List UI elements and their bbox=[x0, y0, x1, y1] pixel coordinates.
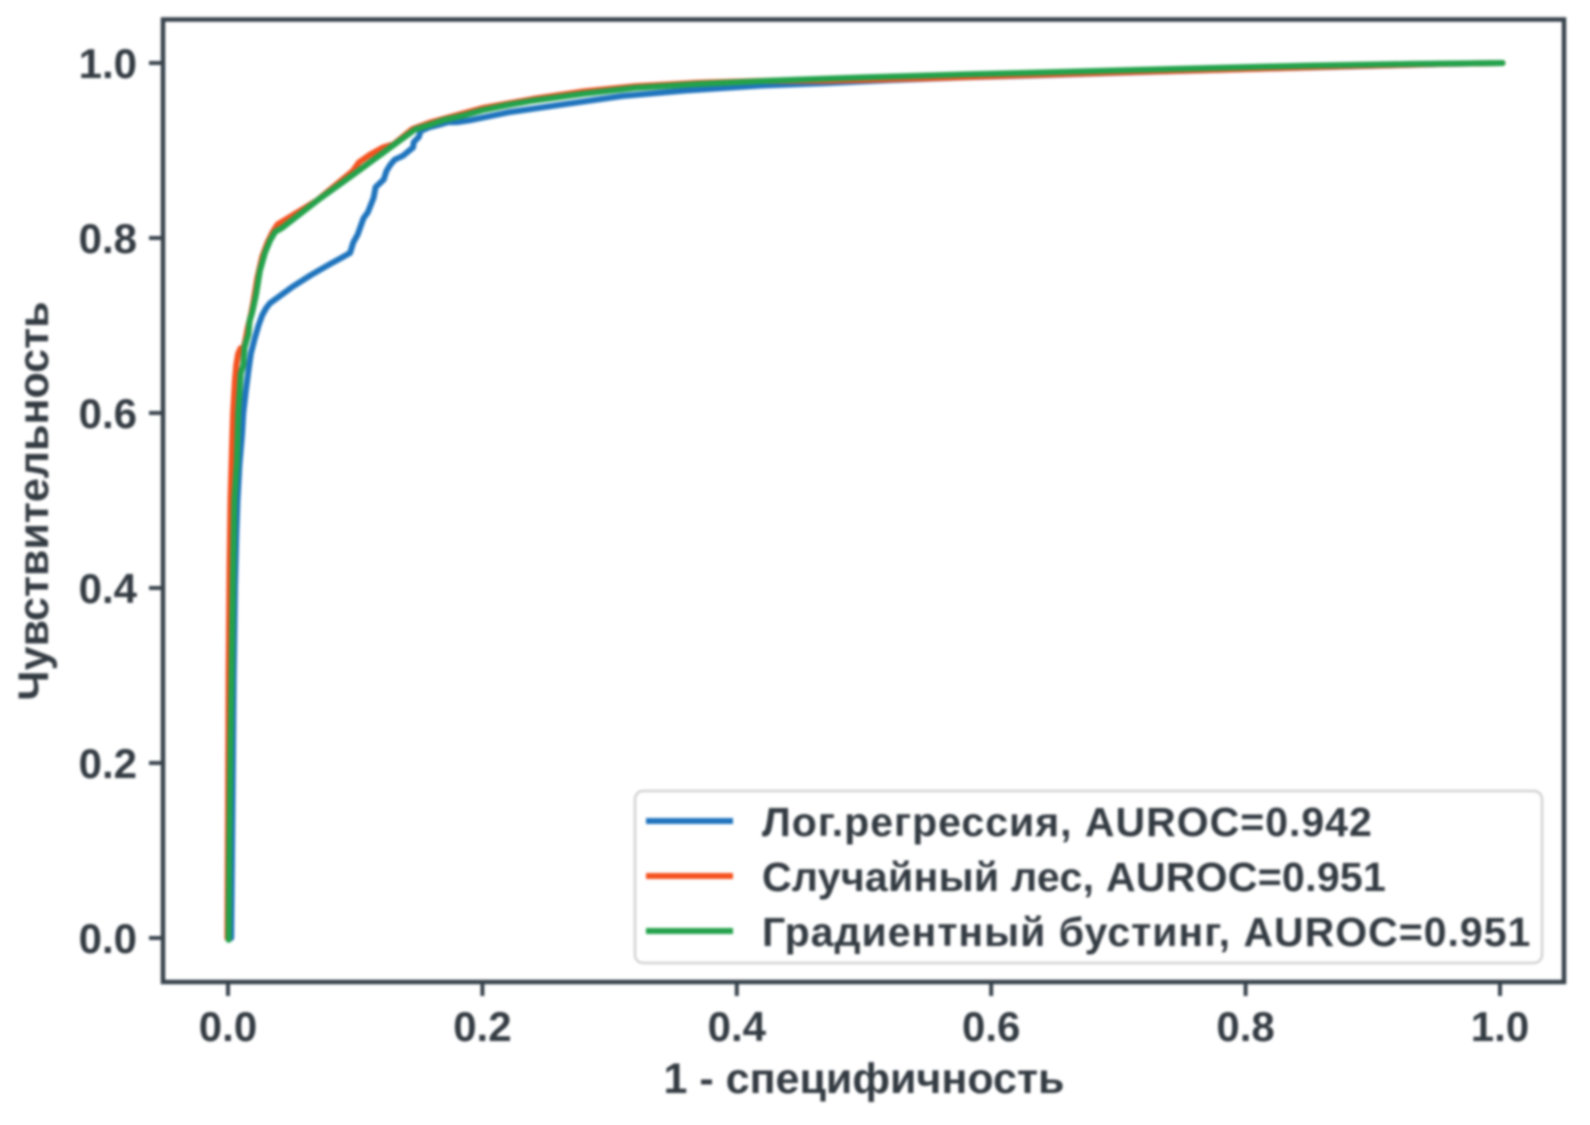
svg-text:Лог.регрессия, AUROC=0.942: Лог.регрессия, AUROC=0.942 bbox=[762, 799, 1373, 845]
svg-text:0.8: 0.8 bbox=[1216, 1003, 1274, 1050]
svg-text:0.6: 0.6 bbox=[962, 1003, 1020, 1050]
svg-text:0.2: 0.2 bbox=[79, 740, 137, 787]
svg-text:0.2: 0.2 bbox=[453, 1003, 511, 1050]
svg-text:Чувствительность: Чувствительность bbox=[10, 301, 58, 700]
svg-text:0.4: 0.4 bbox=[708, 1003, 767, 1050]
svg-text:0.6: 0.6 bbox=[79, 390, 137, 437]
svg-text:1 - специфичность: 1 - специфичность bbox=[664, 1055, 1065, 1103]
svg-text:Градиентный бустинг, AUROC=0.9: Градиентный бустинг, AUROC=0.951 bbox=[762, 909, 1531, 955]
svg-text:0.0: 0.0 bbox=[79, 915, 137, 962]
svg-text:1.0: 1.0 bbox=[1471, 1003, 1529, 1050]
svg-text:Случайный лес, AUROC=0.951: Случайный лес, AUROC=0.951 bbox=[762, 854, 1386, 900]
svg-text:0.0: 0.0 bbox=[199, 1003, 257, 1050]
svg-text:0.8: 0.8 bbox=[79, 215, 137, 262]
svg-text:0.4: 0.4 bbox=[79, 565, 138, 612]
svg-text:1.0: 1.0 bbox=[79, 40, 137, 87]
